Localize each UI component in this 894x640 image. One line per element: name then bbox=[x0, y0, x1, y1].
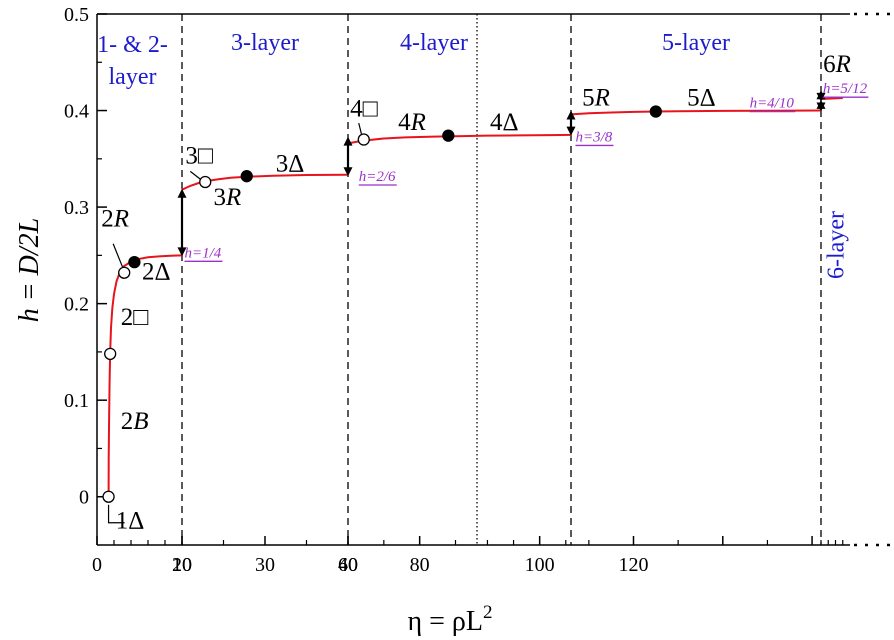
open-point bbox=[104, 347, 117, 360]
data-points bbox=[102, 105, 662, 503]
x-tick-label: 20 bbox=[172, 554, 192, 576]
point-label: 6R bbox=[823, 51, 851, 78]
x-tick-label: 40 bbox=[338, 554, 358, 576]
x-tick-label: 10 bbox=[172, 554, 192, 576]
open-point bbox=[118, 266, 131, 279]
filled-point bbox=[128, 255, 141, 269]
y-tick-label: 0 bbox=[79, 487, 89, 509]
plateau-label: h=2/6 bbox=[359, 169, 396, 185]
plateau-arrow-head-down bbox=[816, 102, 826, 112]
leader-3square bbox=[189, 170, 201, 180]
y-tick-label: 0.1 bbox=[64, 390, 89, 412]
y-tick-label: 0.4 bbox=[64, 101, 89, 123]
y-tick-label: 0.5 bbox=[64, 4, 89, 26]
region-label: 5-layer bbox=[662, 30, 730, 56]
plateau-arrow-head-down bbox=[566, 126, 576, 136]
y-tick-label: 0.2 bbox=[64, 294, 89, 316]
x-tick-label: 30 bbox=[255, 554, 275, 576]
point-label: 5R bbox=[582, 85, 610, 112]
filled-point bbox=[442, 129, 455, 142]
leader-4square bbox=[358, 122, 363, 135]
point-label: 4□ bbox=[350, 95, 379, 122]
point-label: 2Δ bbox=[142, 259, 171, 286]
region-label: 1- & 2- bbox=[97, 32, 168, 58]
point-annotations: 1Δ 2B 2□ 2R 2Δ 3□3R 3Δ 4□ 4R 4Δ 5R 5Δ 6R bbox=[101, 51, 851, 535]
point-label: 4Δ bbox=[490, 109, 519, 136]
point-label: 3R bbox=[214, 184, 242, 211]
filled-point bbox=[649, 105, 662, 118]
x-tick-label: 0 bbox=[92, 554, 102, 576]
point-label: 2B bbox=[121, 408, 149, 435]
region-label-line2: layer bbox=[109, 64, 157, 90]
filled-point bbox=[240, 170, 253, 183]
region-labels: 1- & 2- layer 3-layer 4-layer 5-layer 6-layer bbox=[97, 30, 849, 279]
region-label: 6-layer bbox=[824, 211, 850, 279]
y-tick-label: 0.3 bbox=[64, 197, 89, 219]
curve-line bbox=[347, 133, 572, 145]
region-label: 4-layer bbox=[400, 30, 468, 56]
x-axis-label: η = ρL2 bbox=[407, 602, 492, 637]
plateau-label: h=4/10 bbox=[750, 96, 795, 112]
plateau-arrow-head-up bbox=[177, 188, 187, 198]
curve-series bbox=[107, 97, 843, 497]
y-axis-label: h = D/2L bbox=[14, 218, 45, 322]
leader-2R bbox=[112, 243, 124, 268]
open-point bbox=[357, 133, 370, 146]
plateau-label: h=5/12 bbox=[823, 81, 868, 97]
curve-line bbox=[107, 254, 183, 497]
point-label: 5Δ bbox=[687, 85, 716, 112]
curve-line bbox=[181, 173, 349, 191]
layer-boundaries bbox=[181, 14, 822, 545]
leader-1delta bbox=[107, 504, 125, 524]
plateau-arrow-head-up bbox=[566, 110, 576, 120]
point-label: 3□ bbox=[185, 143, 214, 170]
x-tick-label: 100 bbox=[525, 554, 555, 576]
point-label: 2R bbox=[101, 205, 129, 232]
point-label: 4R bbox=[398, 109, 426, 136]
point-label: 1Δ bbox=[116, 508, 145, 535]
plateau-arrow-head-down bbox=[816, 92, 826, 102]
x-tick-label: 120 bbox=[619, 554, 649, 576]
plateau-arrows: h=1/4 h=2/6 h=3/8 h=4/10 h=5/12 bbox=[177, 81, 869, 262]
plateau-arrow-head-down bbox=[343, 167, 353, 177]
point-label: 3Δ bbox=[276, 150, 305, 177]
x-tick-label: 60 bbox=[338, 554, 358, 576]
open-point bbox=[199, 175, 212, 189]
plateau-arrow-head-up bbox=[343, 136, 353, 146]
plateau-label: h=1/4 bbox=[184, 245, 221, 261]
point-label: 2□ bbox=[121, 304, 150, 331]
region-label: 3-layer bbox=[231, 30, 299, 56]
plateau-arrow-head-down bbox=[177, 247, 187, 257]
open-point bbox=[102, 490, 115, 503]
plateau-label: h=3/8 bbox=[575, 129, 612, 145]
x-tick-label: 80 bbox=[410, 554, 430, 576]
